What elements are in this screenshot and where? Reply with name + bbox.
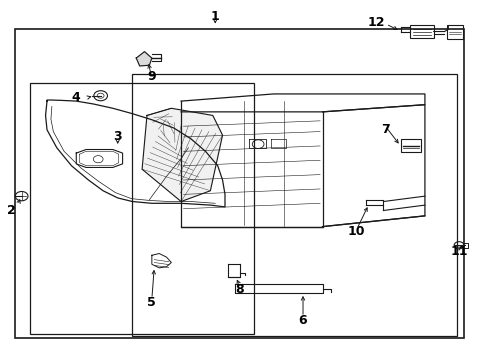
Text: 10: 10	[347, 225, 365, 238]
Text: 12: 12	[366, 16, 384, 29]
Text: 7: 7	[381, 123, 389, 136]
Text: 8: 8	[235, 283, 244, 296]
Bar	[409, 25, 433, 39]
Text: 5: 5	[147, 296, 156, 309]
Polygon shape	[136, 51, 152, 66]
Text: 1: 1	[210, 10, 219, 23]
Text: 2: 2	[7, 204, 16, 217]
Bar	[132, 74, 456, 336]
Text: 4: 4	[72, 91, 81, 104]
Bar	[30, 83, 254, 334]
Bar	[447, 25, 462, 40]
Text: 11: 11	[449, 245, 467, 258]
Bar	[15, 30, 463, 338]
Text: 6: 6	[298, 314, 306, 327]
Text: 3: 3	[113, 130, 122, 144]
Polygon shape	[142, 108, 222, 202]
Text: 9: 9	[147, 69, 156, 82]
Bar	[400, 139, 420, 152]
